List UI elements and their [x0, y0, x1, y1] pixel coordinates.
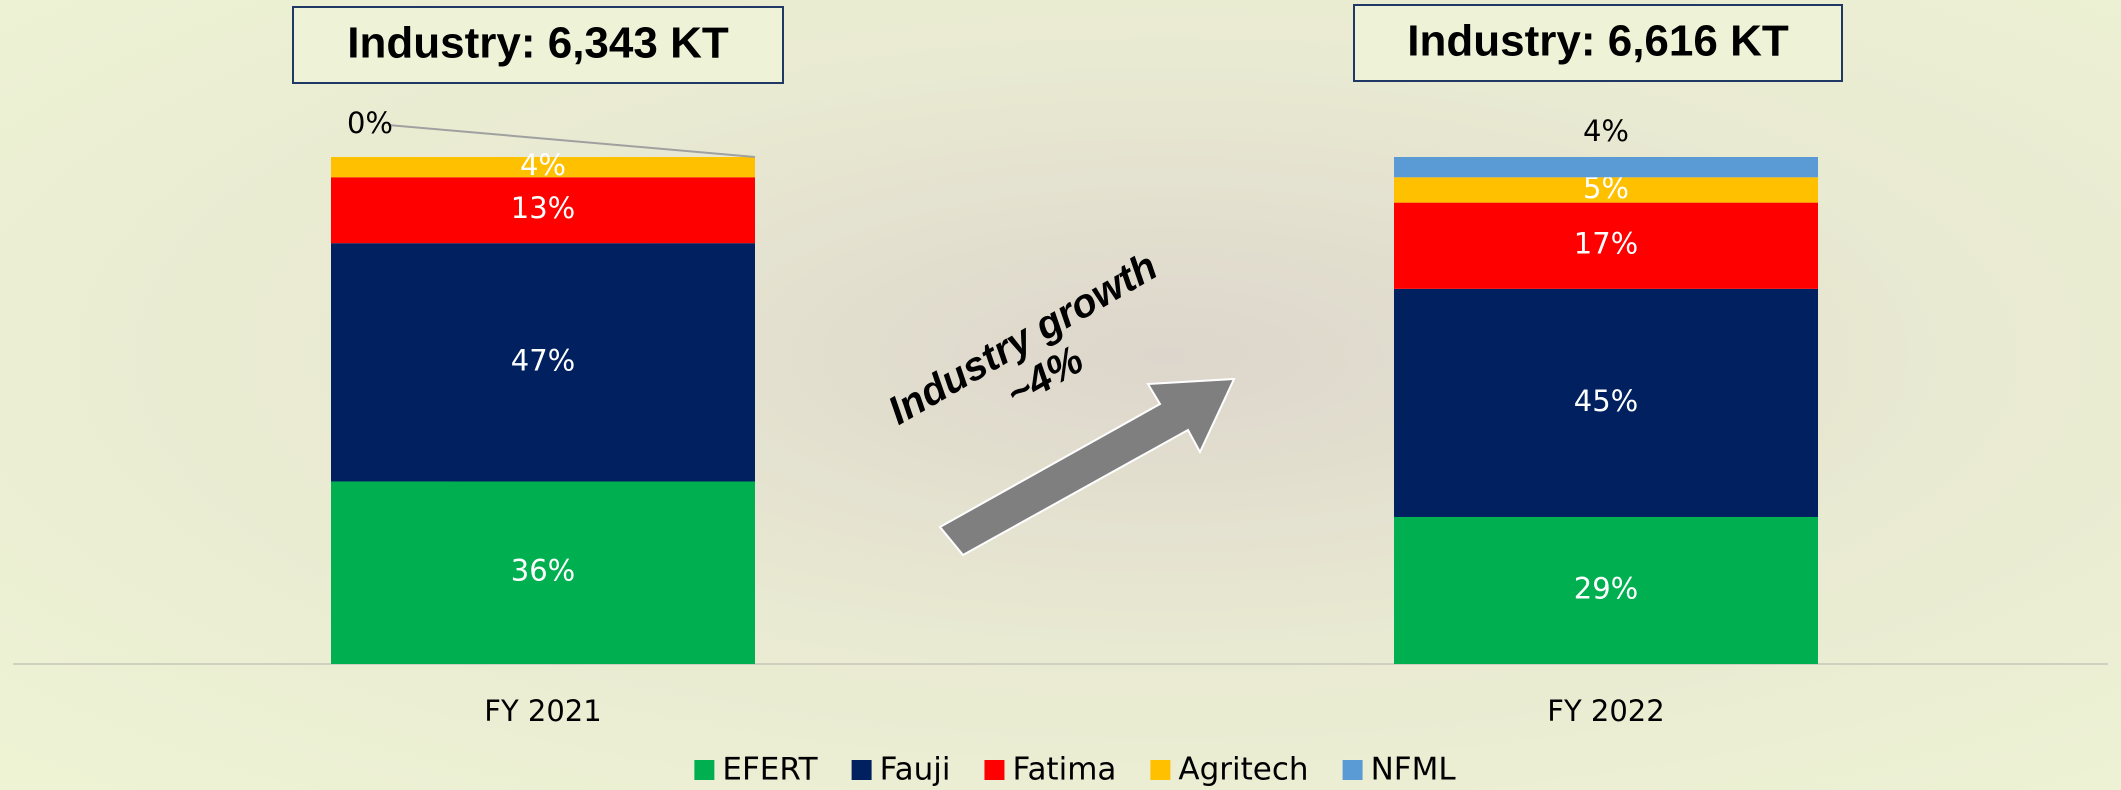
legend-swatch [1150, 760, 1170, 780]
bar-segment [1394, 157, 1818, 177]
value-label: 4% [1583, 114, 1629, 148]
legend-label: EFERT [722, 752, 818, 788]
value-label: 47% [511, 343, 575, 377]
value-label: 36% [511, 554, 575, 588]
annotation: Industry: 6,616 KT [1407, 17, 1789, 66]
legend-label: NFML [1371, 752, 1457, 788]
annotation: Industry: 6,343 KT [347, 19, 729, 68]
value-label: 29% [1574, 571, 1638, 605]
legend-label: Fatima [1012, 752, 1116, 788]
value-label: 0% [347, 106, 393, 140]
value-label: 13% [511, 191, 575, 225]
page: Industry: 6,343 KT Industry: 6,616 KT In… [0, 0, 2121, 790]
legend-swatch [694, 760, 714, 780]
x-tick-label: FY 2021 [484, 694, 601, 728]
legend-swatch [984, 760, 1004, 780]
value-label: 4% [520, 148, 566, 182]
legend-swatch [1343, 760, 1363, 780]
x-tick-label: FY 2022 [1547, 694, 1664, 728]
legend-label: Fauji [880, 752, 951, 788]
chart: Industry: 6,343 KT Industry: 6,616 KT In… [0, 0, 2121, 790]
legend-swatch [852, 760, 872, 780]
value-label: 45% [1574, 384, 1638, 418]
value-label: 17% [1574, 227, 1638, 261]
legend-label: Agritech [1178, 752, 1308, 788]
